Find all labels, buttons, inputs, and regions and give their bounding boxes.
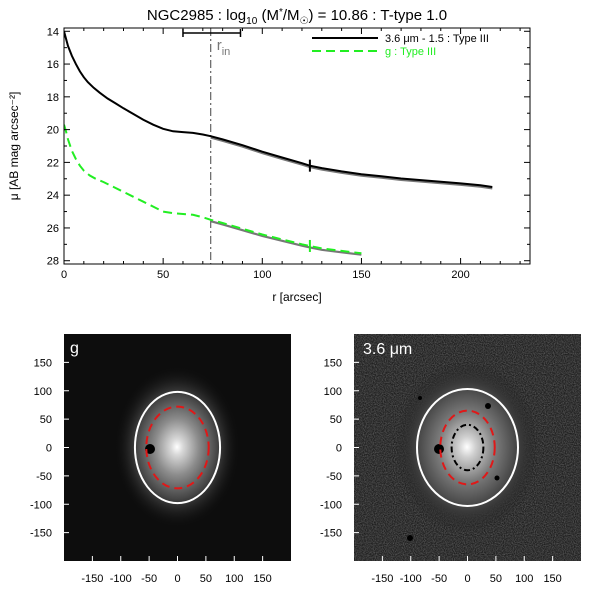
image-y-tick-label: -150	[320, 528, 342, 540]
ir-mask-blob	[494, 475, 500, 481]
x-tick-label: 150	[352, 269, 370, 281]
image-y-tick-label: 100	[34, 386, 52, 398]
image-y-tick-label: 100	[324, 386, 342, 398]
g-fit-band	[210, 220, 362, 256]
image-x-tick-label: 50	[490, 573, 502, 585]
outer-ellipse	[415, 388, 520, 507]
g-profile-line	[64, 124, 362, 255]
y-tick-label: 22	[47, 157, 59, 169]
image-x-tick-label: 0	[464, 573, 470, 585]
image-x-tick-label: 0	[174, 573, 180, 585]
g-image-axes: -150 -100 -50 0 50 100 150 150 100 50 0 -50 -100 -150	[30, 357, 272, 585]
image-y-tick-label: -50	[326, 471, 342, 483]
image-y-tick-label: 0	[46, 443, 52, 455]
x-tick-label: 200	[451, 269, 469, 281]
image-x-tick-label: -50	[431, 573, 447, 585]
ir-mask-blob	[485, 403, 491, 409]
image-x-tick-label: -100	[400, 573, 422, 585]
ir-image-axes: -150 -100 -50 0 50 100 150 150 100 50 0 -50 -100 -150	[320, 357, 562, 585]
y-tick-label: 18	[47, 92, 59, 104]
ir-mask-blob	[418, 396, 422, 400]
profile-data-layer	[64, 28, 493, 264]
ir-ellipses	[415, 388, 520, 507]
ir-profile-line	[64, 31, 493, 188]
image-x-tick-label: -150	[371, 573, 393, 585]
image-y-tick-label: 150	[34, 357, 52, 369]
y-tick-label: 16	[47, 59, 59, 71]
x-tick-label: 0	[61, 269, 67, 281]
y-tick-label: 28	[47, 256, 59, 268]
x-tick-label: 100	[253, 269, 271, 281]
profile-axes: rin 0 50 100 150 200 14 16 18 20 22 24 26 28	[47, 26, 530, 281]
y-tick-label: 20	[47, 125, 59, 137]
ir-mask-blob	[407, 535, 413, 541]
x-tick-label: 50	[157, 269, 169, 281]
image-x-tick-label: 100	[515, 573, 533, 585]
g-panel-label: g	[70, 340, 79, 357]
y-axis-label: μ [AB mag arcsec⁻²]	[7, 92, 21, 201]
ir-foreground-star-mask	[434, 444, 444, 454]
legend-label: 3.6 μm - 1.5 : Type III	[385, 33, 489, 45]
y-tick-label: 24	[47, 190, 59, 202]
image-y-tick-label: -150	[30, 528, 52, 540]
y-tick-label: 14	[47, 26, 59, 38]
legend-label: g : Type III	[385, 46, 436, 58]
image-x-tick-label: -50	[141, 573, 157, 585]
image-y-tick-label: 50	[40, 414, 52, 426]
ir-panel-label: 3.6 μm	[363, 341, 412, 358]
profile-frame	[63, 27, 531, 265]
ir-fit-band	[210, 136, 493, 190]
g-ellipses	[133, 390, 222, 505]
ir-image-panel: 3.6 μm -150 -100 -50 0 50 100 150150100500-50-…	[320, 334, 581, 585]
image-y-tick-label: -100	[320, 499, 342, 511]
g-foreground-star-mask	[145, 444, 155, 454]
r-in-label: rin	[217, 37, 231, 58]
g-image-panel: g -150 -100 -50 0 50 100 150150100500-50-100-1…	[30, 334, 291, 585]
image-x-tick-label: 150	[253, 573, 271, 585]
break-ellipse	[439, 409, 496, 486]
image-x-tick-label: -150	[81, 573, 103, 585]
profile-panel: rin 0 50 100 150 200 14 16 18 20 22 24 26 28 r [arcse…	[7, 26, 531, 304]
inner-ellipse	[450, 423, 485, 472]
image-y-tick-label: 0	[336, 443, 342, 455]
outer-ellipse	[133, 390, 222, 505]
x-axis-label: r [arcsec]	[272, 290, 321, 304]
figure-title: NGC2985 : log10 (M*/M☉) = 10.86 : T-type…	[147, 7, 447, 27]
y-tick-label: 26	[47, 223, 59, 235]
image-x-tick-label: 50	[200, 573, 212, 585]
image-y-tick-label: 150	[324, 357, 342, 369]
image-x-tick-label: 100	[225, 573, 243, 585]
image-x-tick-label: 150	[543, 573, 561, 585]
image-x-tick-label: -100	[110, 573, 132, 585]
image-y-tick-label: -100	[30, 499, 52, 511]
image-y-tick-label: -50	[36, 471, 52, 483]
image-y-tick-label: 50	[330, 414, 342, 426]
break-ellipse	[145, 405, 210, 490]
